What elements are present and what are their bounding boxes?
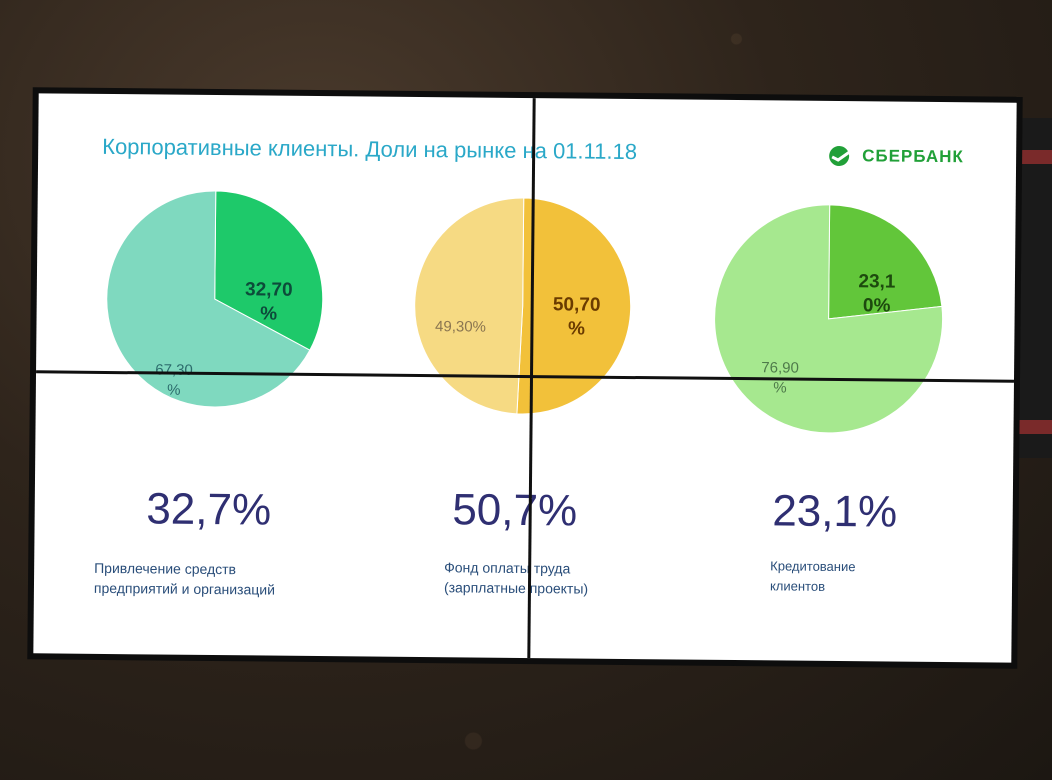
pie-slice-label: 76,90%	[761, 359, 799, 396]
adjacent-screen-bar	[1018, 150, 1052, 164]
sberbank-logo: СБЕРБАНК	[828, 145, 964, 168]
pie-slice-label: 23,1 0%	[858, 271, 896, 316]
caption-2-text: Фонд оплаты труда (зарплатные проекты)	[443, 559, 589, 597]
caption-3-text: Кредитование клиентов	[769, 558, 856, 594]
pie-chart-3: 23,1 0% 76,90%	[714, 204, 944, 434]
highlight-value-1: 32,7%	[146, 484, 272, 535]
pie-slice	[516, 197, 632, 415]
pie-slice-label: 32,70%	[245, 279, 293, 324]
pie-chart-1: 32,70 %67,30%	[106, 190, 324, 408]
caption-1: Привлечение средств предприятий и органи…	[94, 558, 374, 601]
highlight-value-2: 50,7%	[452, 485, 578, 536]
pie-chart-2: 50,70 % 49,30%	[414, 197, 632, 415]
pie-slice	[828, 204, 943, 320]
caption-2: Фонд оплаты труда (зарплатные проекты)	[444, 557, 724, 600]
video-wall: Корпоративные клиенты. Доли на рынке на …	[27, 87, 1023, 669]
pie-slice	[214, 190, 324, 351]
pie-slice	[106, 190, 311, 408]
highlight-value-3: 23,1%	[772, 486, 898, 537]
slide: Корпоративные клиенты. Доли на рынке на …	[33, 93, 1017, 663]
caption-3: Кредитование клиентов	[770, 556, 1017, 599]
pie-slice-label: 50,70%	[553, 294, 601, 339]
adjacent-screen-bar	[1018, 420, 1052, 434]
pie-slice	[714, 204, 944, 434]
sberbank-logo-icon	[829, 146, 854, 167]
pie-slice-label: 49,30%	[435, 318, 486, 335]
pie-slice	[414, 197, 525, 415]
pie-charts: 32,70 %67,30 % 50,70 % 49,30% 23,1 0% 76,90%	[106, 190, 944, 434]
caption-1-text: Привлечение средств предприятий и органи…	[93, 559, 276, 598]
